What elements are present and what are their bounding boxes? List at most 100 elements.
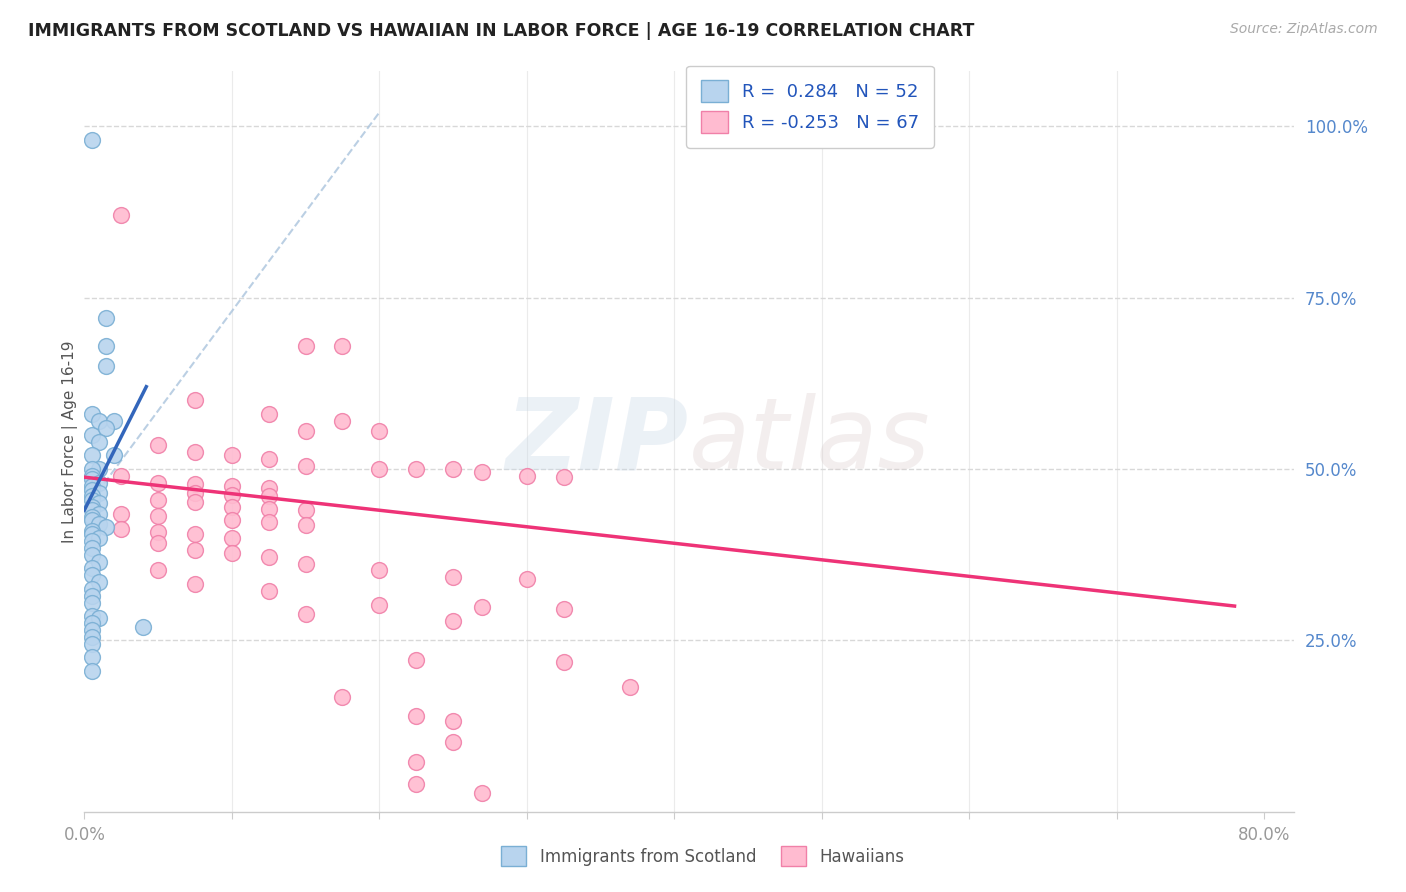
- Point: [441, 614, 464, 628]
- Text: Source: ZipAtlas.com: Source: ZipAtlas.com: [1230, 22, 1378, 37]
- Point: [96, 311, 118, 326]
- Point: [221, 500, 243, 514]
- Point: [294, 424, 316, 438]
- Point: [80, 492, 103, 507]
- Point: [221, 448, 243, 462]
- Point: [80, 609, 103, 624]
- Point: [132, 619, 155, 633]
- Point: [110, 208, 132, 222]
- Point: [87, 486, 110, 500]
- Point: [80, 616, 103, 631]
- Point: [221, 546, 243, 560]
- Point: [184, 577, 207, 591]
- Point: [294, 557, 316, 571]
- Point: [221, 479, 243, 493]
- Point: [221, 488, 243, 502]
- Point: [405, 708, 427, 723]
- Point: [80, 630, 103, 644]
- Point: [87, 434, 110, 449]
- Point: [146, 536, 169, 550]
- Point: [80, 407, 103, 421]
- Point: [87, 575, 110, 590]
- Y-axis label: In Labor Force | Age 16-19: In Labor Force | Age 16-19: [62, 340, 79, 543]
- Point: [80, 561, 103, 575]
- Point: [80, 650, 103, 665]
- Point: [80, 596, 103, 610]
- Text: ZIP: ZIP: [506, 393, 689, 490]
- Point: [80, 510, 103, 524]
- Point: [87, 554, 110, 568]
- Point: [146, 563, 169, 577]
- Point: [441, 570, 464, 584]
- Point: [441, 735, 464, 749]
- Point: [96, 338, 118, 352]
- Point: [405, 756, 427, 770]
- Point: [368, 462, 391, 476]
- Point: [294, 503, 316, 517]
- Point: [471, 600, 494, 615]
- Point: [257, 489, 280, 503]
- Point: [368, 598, 391, 612]
- Point: [257, 407, 280, 421]
- Point: [80, 541, 103, 555]
- Point: [103, 448, 125, 462]
- Legend: R =  0.284   N = 52, R = -0.253   N = 67: R = 0.284 N = 52, R = -0.253 N = 67: [686, 66, 934, 147]
- Point: [146, 438, 169, 452]
- Point: [110, 522, 132, 536]
- Point: [516, 572, 538, 586]
- Point: [332, 690, 354, 704]
- Point: [87, 516, 110, 531]
- Point: [80, 513, 103, 527]
- Point: [257, 516, 280, 530]
- Point: [80, 527, 103, 541]
- Point: [294, 458, 316, 473]
- Point: [80, 664, 103, 678]
- Point: [110, 468, 132, 483]
- Point: [80, 533, 103, 548]
- Point: [441, 462, 464, 476]
- Point: [257, 549, 280, 564]
- Point: [80, 462, 103, 476]
- Point: [80, 524, 103, 538]
- Point: [294, 607, 316, 622]
- Point: [80, 568, 103, 582]
- Point: [294, 338, 316, 352]
- Point: [80, 448, 103, 462]
- Point: [80, 472, 103, 486]
- Point: [87, 531, 110, 545]
- Point: [80, 468, 103, 483]
- Point: [184, 542, 207, 557]
- Point: [184, 486, 207, 500]
- Point: [553, 470, 575, 484]
- Point: [80, 479, 103, 493]
- Point: [368, 563, 391, 577]
- Point: [405, 777, 427, 791]
- Point: [87, 462, 110, 476]
- Point: [368, 424, 391, 438]
- Point: [516, 468, 538, 483]
- Point: [146, 492, 169, 507]
- Point: [619, 680, 641, 694]
- Point: [146, 475, 169, 490]
- Point: [80, 503, 103, 517]
- Point: [80, 500, 103, 514]
- Point: [103, 414, 125, 428]
- Point: [96, 520, 118, 534]
- Text: IMMIGRANTS FROM SCOTLAND VS HAWAIIAN IN LABOR FORCE | AGE 16-19 CORRELATION CHAR: IMMIGRANTS FROM SCOTLAND VS HAWAIIAN IN …: [28, 22, 974, 40]
- Point: [87, 496, 110, 510]
- Point: [146, 508, 169, 523]
- Point: [332, 414, 354, 428]
- Point: [80, 427, 103, 442]
- Point: [110, 507, 132, 521]
- Point: [221, 513, 243, 527]
- Point: [441, 714, 464, 729]
- Point: [184, 495, 207, 509]
- Point: [80, 133, 103, 147]
- Point: [96, 359, 118, 373]
- Point: [96, 421, 118, 435]
- Point: [80, 548, 103, 562]
- Point: [87, 611, 110, 625]
- Point: [87, 507, 110, 521]
- Point: [87, 414, 110, 428]
- Point: [80, 637, 103, 651]
